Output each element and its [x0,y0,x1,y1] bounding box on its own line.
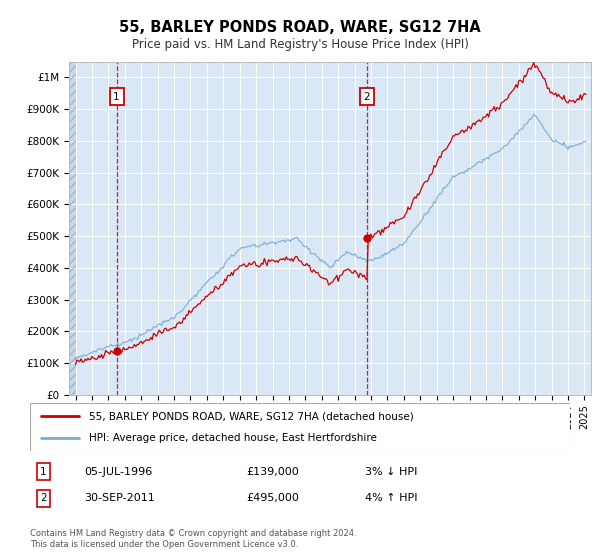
Bar [69,62,76,395]
Text: 2: 2 [364,91,370,101]
Text: 1: 1 [113,91,120,101]
Text: 2: 2 [40,493,47,503]
FancyBboxPatch shape [30,403,570,451]
Text: 05-JUL-1996: 05-JUL-1996 [84,467,152,477]
Text: 55, BARLEY PONDS ROAD, WARE, SG12 7HA: 55, BARLEY PONDS ROAD, WARE, SG12 7HA [119,20,481,35]
Text: HPI: Average price, detached house, East Hertfordshire: HPI: Average price, detached house, East… [89,433,377,443]
Bar [69,62,76,395]
Text: 4% ↑ HPI: 4% ↑ HPI [365,493,418,503]
Text: 1: 1 [40,467,47,477]
Text: Price paid vs. HM Land Registry's House Price Index (HPI): Price paid vs. HM Land Registry's House … [131,38,469,50]
Text: Contains HM Land Registry data © Crown copyright and database right 2024.
This d: Contains HM Land Registry data © Crown c… [30,529,356,549]
Text: 55, BARLEY PONDS ROAD, WARE, SG12 7HA (detached house): 55, BARLEY PONDS ROAD, WARE, SG12 7HA (d… [89,411,414,421]
Text: 3% ↓ HPI: 3% ↓ HPI [365,467,417,477]
Text: 30-SEP-2011: 30-SEP-2011 [84,493,155,503]
Text: £495,000: £495,000 [246,493,299,503]
Text: £139,000: £139,000 [246,467,299,477]
